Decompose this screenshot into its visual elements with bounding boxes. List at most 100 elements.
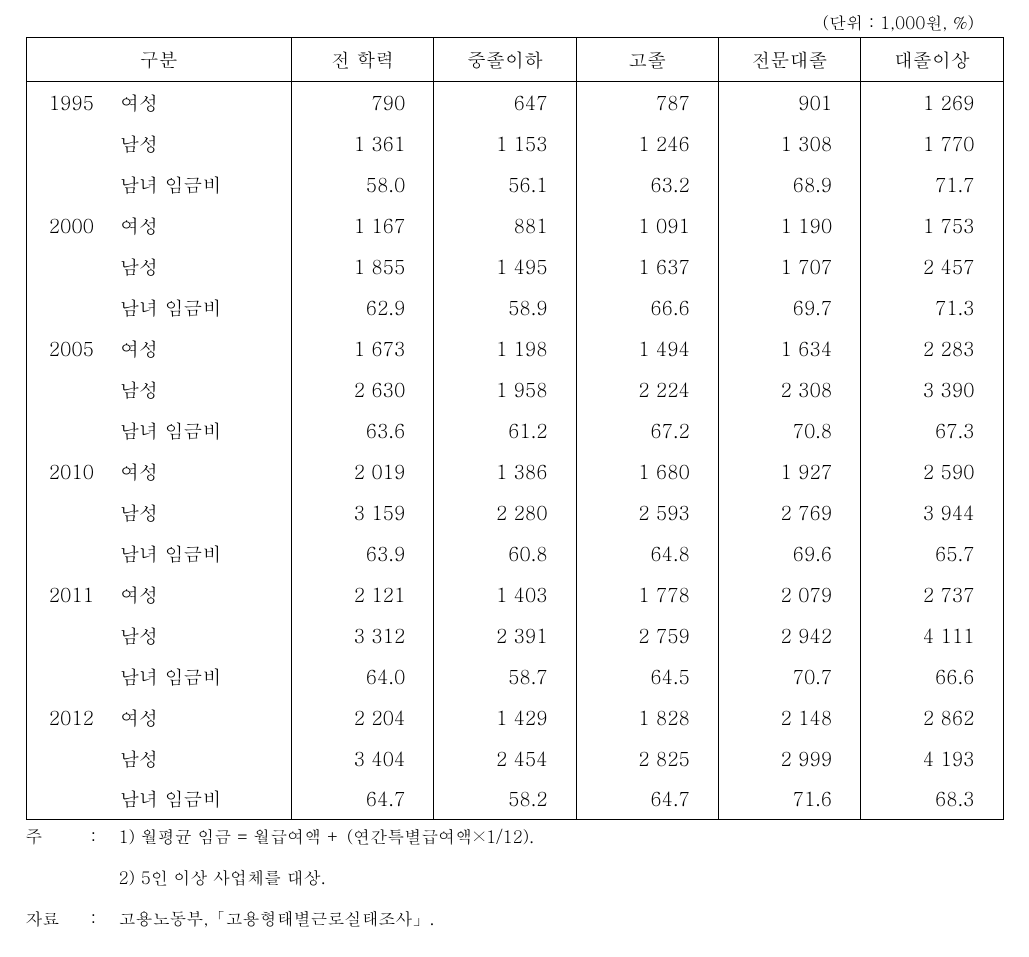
table-row: 2000여성1 167 8811 0911 1901 753 [26, 205, 1003, 246]
value-cell: 58.9 [434, 287, 576, 328]
value-cell: 2 457 [861, 246, 1003, 287]
table-row: 남성1 8551 4951 6371 7072 457 [26, 246, 1003, 287]
value-cell: 1 361 [292, 123, 434, 164]
value-cell: 1 855 [292, 246, 434, 287]
table-row: 남녀 임금비64.758.264.771.668.3 [26, 779, 1003, 820]
table-row: 남성3 3122 3912 7592 9424 111 [26, 615, 1003, 656]
year-cell [26, 410, 116, 451]
value-cell: 68.9 [718, 164, 860, 205]
note-key: 주 [26, 824, 91, 865]
sub-label-cell: 남녀 임금비 [116, 164, 291, 205]
value-cell: 2 825 [576, 738, 718, 779]
value-cell: 2 630 [292, 369, 434, 410]
note-colon: : [91, 824, 119, 865]
value-cell: 2 999 [718, 738, 860, 779]
sub-label-cell: 남성 [116, 123, 291, 164]
value-cell: 1 927 [718, 451, 860, 492]
value-cell: 71.6 [718, 779, 860, 820]
value-cell: 65.7 [861, 533, 1003, 574]
value-cell: 63.6 [292, 410, 434, 451]
sub-label-cell: 남성 [116, 615, 291, 656]
value-cell: 66.6 [861, 656, 1003, 697]
table-row: 남녀 임금비62.958.966.669.771.3 [26, 287, 1003, 328]
header-category: 구분 [26, 38, 292, 82]
year-cell [26, 164, 116, 205]
value-cell: 787 [576, 82, 718, 123]
sub-label-cell: 여성 [116, 574, 291, 615]
value-cell: 60.8 [434, 533, 576, 574]
value-cell: 58.2 [434, 779, 576, 820]
value-cell: 2 737 [861, 574, 1003, 615]
header-col-4: 대졸이상 [861, 38, 1003, 82]
year-cell [26, 656, 116, 697]
sub-label-cell: 여성 [116, 451, 291, 492]
header-row: 구분 전 학력 중졸이하 고졸 전문대졸 대졸이상 [26, 38, 1003, 82]
value-cell: 1 770 [861, 123, 1003, 164]
value-cell: 1 778 [576, 574, 718, 615]
value-cell: 1 091 [576, 205, 718, 246]
table-row: 남성3 4042 4542 8252 9994 193 [26, 738, 1003, 779]
value-cell: 71.7 [861, 164, 1003, 205]
sub-label-cell: 남녀 임금비 [116, 779, 291, 820]
sub-label-cell: 남녀 임금비 [116, 533, 291, 574]
sub-label-cell: 여성 [116, 205, 291, 246]
value-cell: 66.6 [576, 287, 718, 328]
value-cell: 2 862 [861, 697, 1003, 738]
source-key: 자료 [26, 906, 91, 947]
value-cell: 1 753 [861, 205, 1003, 246]
value-cell: 1 495 [434, 246, 576, 287]
value-cell: 1 308 [718, 123, 860, 164]
value-cell: 2 224 [576, 369, 718, 410]
value-cell: 56.1 [434, 164, 576, 205]
value-cell: 3 312 [292, 615, 434, 656]
value-cell: 1 680 [576, 451, 718, 492]
value-cell: 3 944 [861, 492, 1003, 533]
sub-label-cell: 여성 [116, 328, 291, 369]
value-cell: 4 193 [861, 738, 1003, 779]
value-cell: 1 386 [434, 451, 576, 492]
value-cell: 1 167 [292, 205, 434, 246]
value-cell: 1 634 [718, 328, 860, 369]
table-row: 2005여성1 6731 1981 4941 6342 283 [26, 328, 1003, 369]
year-cell: 1995 [26, 82, 116, 123]
year-cell [26, 779, 116, 820]
sub-label-cell: 남성 [116, 246, 291, 287]
value-cell: 2 590 [861, 451, 1003, 492]
value-cell: 64.7 [292, 779, 434, 820]
value-cell: 68.3 [861, 779, 1003, 820]
sub-label-cell: 남녀 임금비 [116, 287, 291, 328]
year-cell [26, 287, 116, 328]
year-cell [26, 369, 116, 410]
year-cell [26, 123, 116, 164]
note-line-1: 2) 5인 이상 사업체를 대상. [119, 865, 1004, 906]
value-cell: 2 121 [292, 574, 434, 615]
sub-label-cell: 남성 [116, 492, 291, 533]
table-row: 남녀 임금비63.960.864.869.665.7 [26, 533, 1003, 574]
year-cell: 2000 [26, 205, 116, 246]
value-cell: 63.2 [576, 164, 718, 205]
year-cell: 2010 [26, 451, 116, 492]
table-row: 2010여성2 0191 3861 6801 9272 590 [26, 451, 1003, 492]
value-cell: 2 280 [434, 492, 576, 533]
value-cell: 64.5 [576, 656, 718, 697]
value-cell: 647 [434, 82, 576, 123]
year-cell: 2012 [26, 697, 116, 738]
year-cell [26, 246, 116, 287]
value-cell: 3 390 [861, 369, 1003, 410]
value-cell: 881 [434, 205, 576, 246]
source-colon: : [91, 906, 119, 947]
value-cell: 61.2 [434, 410, 576, 451]
value-cell: 67.2 [576, 410, 718, 451]
value-cell: 2 942 [718, 615, 860, 656]
table-row: 2011여성2 1211 4031 7782 0792 737 [26, 574, 1003, 615]
table-row: 남성2 6301 9582 2242 3083 390 [26, 369, 1003, 410]
table-row: 1995여성 790 647 787 9011 269 [26, 82, 1003, 123]
unit-label: (단위 : 1,000원, %) [20, 10, 1009, 34]
value-cell: 901 [718, 82, 860, 123]
footnotes: 주 : 1) 월평균 임금 = 월급여액 + (연간특별급여액×1/12). 2… [26, 824, 1004, 947]
value-cell: 58.7 [434, 656, 576, 697]
value-cell: 1 673 [292, 328, 434, 369]
header-col-3: 전문대졸 [718, 38, 860, 82]
year-cell [26, 615, 116, 656]
note-line-0: 1) 월평균 임금 = 월급여액 + (연간특별급여액×1/12). [119, 824, 1004, 865]
